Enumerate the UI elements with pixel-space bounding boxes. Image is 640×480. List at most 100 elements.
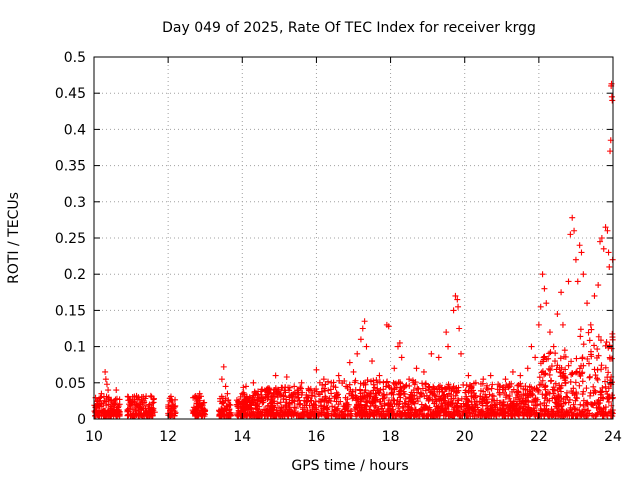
data-point xyxy=(397,394,404,401)
data-point xyxy=(386,402,393,409)
data-point xyxy=(554,311,561,318)
data-point xyxy=(537,303,544,310)
data-point xyxy=(234,398,241,405)
data-point xyxy=(275,405,282,412)
data-point xyxy=(276,390,283,397)
data-point xyxy=(233,411,240,418)
data-point xyxy=(481,397,488,404)
data-point xyxy=(289,394,296,401)
data-point xyxy=(399,403,406,410)
data-point xyxy=(196,390,203,397)
data-point xyxy=(342,394,349,401)
data-point xyxy=(507,412,514,419)
data-point xyxy=(608,392,615,399)
data-point xyxy=(580,271,587,278)
data-point xyxy=(559,321,566,328)
data-point xyxy=(561,347,568,354)
data-point xyxy=(363,343,370,350)
data-point xyxy=(566,396,573,403)
data-point xyxy=(172,410,179,417)
data-point xyxy=(607,355,614,362)
data-point xyxy=(570,401,577,408)
x-tick-label: 20 xyxy=(456,429,474,445)
data-point xyxy=(542,370,549,377)
data-point xyxy=(567,378,574,385)
data-point xyxy=(565,278,572,285)
data-point xyxy=(411,381,418,388)
data-point xyxy=(552,350,559,357)
data-point xyxy=(414,385,421,392)
data-point xyxy=(248,410,255,417)
data-point xyxy=(406,411,413,418)
data-point xyxy=(251,388,258,395)
data-point xyxy=(295,389,302,396)
data-point xyxy=(517,372,524,379)
data-point xyxy=(602,224,609,231)
data-point xyxy=(137,400,144,407)
data-point xyxy=(368,390,375,397)
data-point xyxy=(270,389,277,396)
data-point xyxy=(580,402,587,409)
data-point xyxy=(548,377,555,384)
x-tick-label: 12 xyxy=(159,429,177,445)
data-point xyxy=(490,410,497,417)
data-point xyxy=(479,402,486,409)
data-point xyxy=(359,325,366,332)
data-point xyxy=(535,388,542,395)
data-point xyxy=(608,80,615,87)
data-point xyxy=(353,394,360,401)
data-point xyxy=(291,383,298,390)
data-point xyxy=(300,413,307,420)
data-point xyxy=(313,366,320,373)
data-point xyxy=(220,363,227,370)
data-point xyxy=(432,396,439,403)
y-tick-label: 0.25 xyxy=(55,231,86,247)
data-point xyxy=(423,395,430,402)
data-point xyxy=(418,401,425,408)
data-point xyxy=(381,400,388,407)
data-point xyxy=(298,391,305,398)
data-point xyxy=(400,404,407,411)
data-point xyxy=(549,395,556,402)
y-tick-label: 0.1 xyxy=(64,340,86,356)
data-point xyxy=(573,369,580,376)
data-point xyxy=(408,389,415,396)
data-point xyxy=(445,398,452,405)
data-point xyxy=(593,404,600,411)
data-point xyxy=(370,381,377,388)
data-point xyxy=(216,413,223,420)
data-point xyxy=(105,394,112,401)
data-point xyxy=(283,399,290,406)
data-point xyxy=(562,380,569,387)
data-point xyxy=(506,406,513,413)
data-point xyxy=(111,411,118,418)
data-point xyxy=(306,410,313,417)
data-point xyxy=(267,408,274,415)
data-point xyxy=(458,350,465,357)
data-point xyxy=(107,405,114,412)
data-point xyxy=(513,405,520,412)
data-point xyxy=(292,405,299,412)
data-point xyxy=(541,285,548,292)
data-point xyxy=(273,412,280,419)
y-tick-label: 0.5 xyxy=(64,50,86,66)
data-point xyxy=(323,412,330,419)
data-point xyxy=(597,410,604,417)
data-point xyxy=(258,395,265,402)
data-point xyxy=(116,401,123,408)
data-point xyxy=(263,410,270,417)
data-point xyxy=(450,307,457,314)
data-point xyxy=(385,323,392,330)
data-point xyxy=(142,409,149,416)
data-point xyxy=(286,410,293,417)
data-point xyxy=(385,382,392,389)
data-point xyxy=(536,381,543,388)
data-point xyxy=(360,411,367,418)
data-point xyxy=(396,339,403,346)
data-point xyxy=(463,396,470,403)
data-point xyxy=(399,410,406,417)
data-point xyxy=(586,373,593,380)
data-point xyxy=(502,376,509,383)
data-point xyxy=(289,391,296,398)
x-axis-label: GPS time / hours xyxy=(291,458,408,474)
